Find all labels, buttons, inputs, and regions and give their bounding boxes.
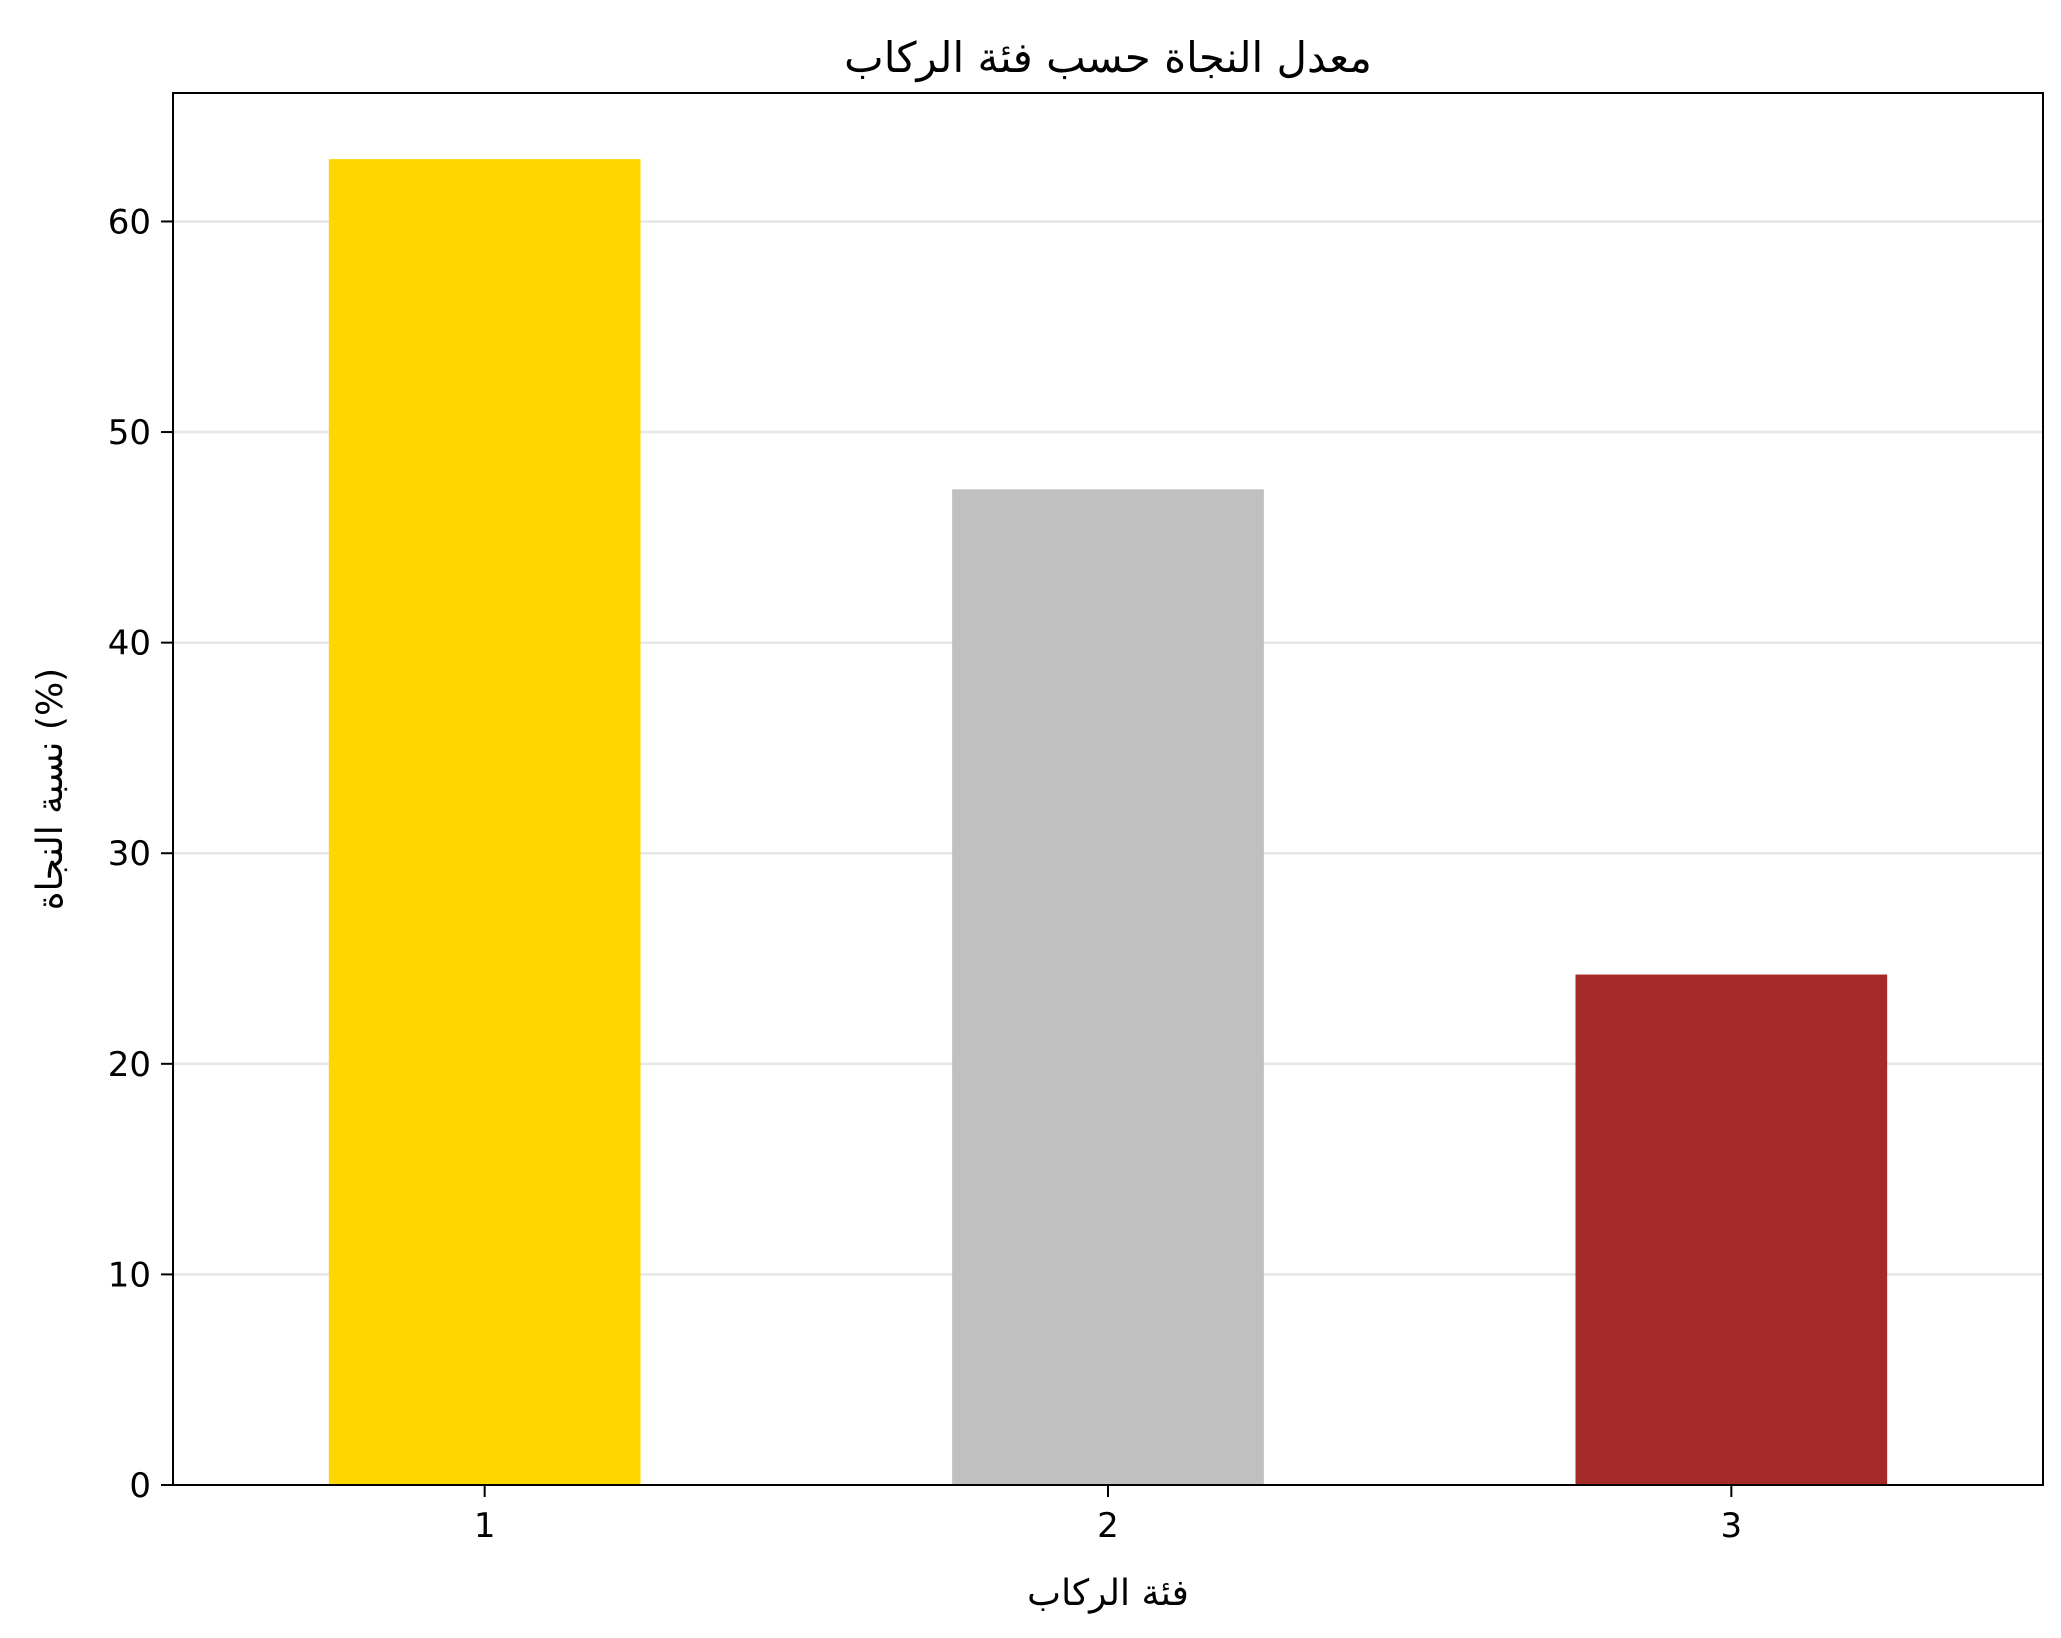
x-tick-label: 3 [1721,1506,1743,1546]
bars [328,159,1888,1486]
x-axis: 1 2 3 [474,1485,1742,1546]
y-axis-title: نسبة النجاة (%) [30,668,71,910]
y-tick-label: 20 [108,1045,151,1085]
y-tick-label: 10 [108,1255,151,1295]
y-axis: 0 10 20 30 40 50 60 [108,202,173,1506]
y-tick-label: 40 [108,624,151,664]
x-tick-label: 1 [474,1506,496,1546]
bar-class-1 [328,159,641,1486]
x-axis-title: فئة الركاب [1027,1573,1189,1614]
chart-title: معدل النجاة حسب فئة الركاب [844,33,1372,82]
bar-class-3 [1575,974,1888,1485]
y-tick-label: 50 [108,413,151,453]
y-tick-label: 0 [129,1466,151,1506]
x-tick-label: 2 [1097,1506,1119,1546]
bar-class-2 [952,489,1264,1485]
y-tick-label: 30 [108,834,151,874]
y-tick-label: 60 [108,202,151,242]
